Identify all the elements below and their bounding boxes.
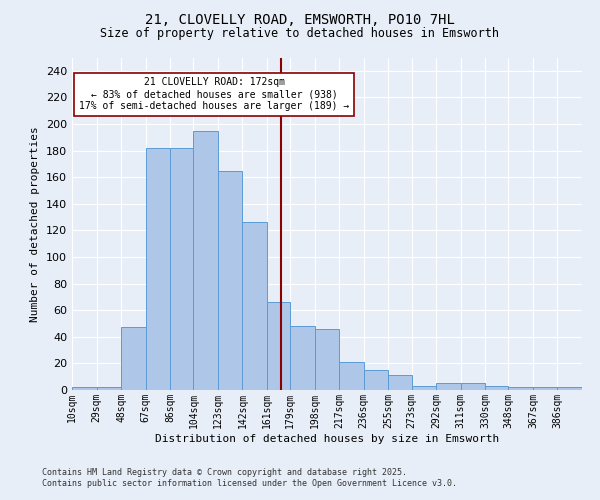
Bar bbox=[485, 386, 508, 390]
Bar bbox=[436, 384, 461, 390]
Text: Contains HM Land Registry data © Crown copyright and database right 2025.
Contai: Contains HM Land Registry data © Crown c… bbox=[42, 468, 457, 487]
Bar bbox=[412, 386, 436, 390]
Bar bbox=[170, 148, 193, 390]
Bar bbox=[218, 170, 242, 390]
Text: 21 CLOVELLY ROAD: 172sqm
← 83% of detached houses are smaller (938)
17% of semi-: 21 CLOVELLY ROAD: 172sqm ← 83% of detach… bbox=[79, 78, 349, 110]
Bar bbox=[388, 376, 412, 390]
Text: 21, CLOVELLY ROAD, EMSWORTH, PO10 7HL: 21, CLOVELLY ROAD, EMSWORTH, PO10 7HL bbox=[145, 12, 455, 26]
Bar bbox=[315, 329, 339, 390]
Bar bbox=[121, 328, 146, 390]
Bar bbox=[461, 384, 485, 390]
Bar bbox=[533, 388, 557, 390]
Bar bbox=[242, 222, 267, 390]
Bar bbox=[267, 302, 290, 390]
Bar bbox=[557, 388, 582, 390]
Bar bbox=[339, 362, 364, 390]
X-axis label: Distribution of detached houses by size in Emsworth: Distribution of detached houses by size … bbox=[155, 434, 499, 444]
Bar bbox=[97, 388, 121, 390]
Bar bbox=[193, 130, 218, 390]
Bar bbox=[146, 148, 170, 390]
Text: Size of property relative to detached houses in Emsworth: Size of property relative to detached ho… bbox=[101, 28, 499, 40]
Bar bbox=[290, 326, 315, 390]
Bar bbox=[508, 388, 533, 390]
Bar bbox=[72, 388, 97, 390]
Y-axis label: Number of detached properties: Number of detached properties bbox=[31, 126, 40, 322]
Bar bbox=[364, 370, 388, 390]
